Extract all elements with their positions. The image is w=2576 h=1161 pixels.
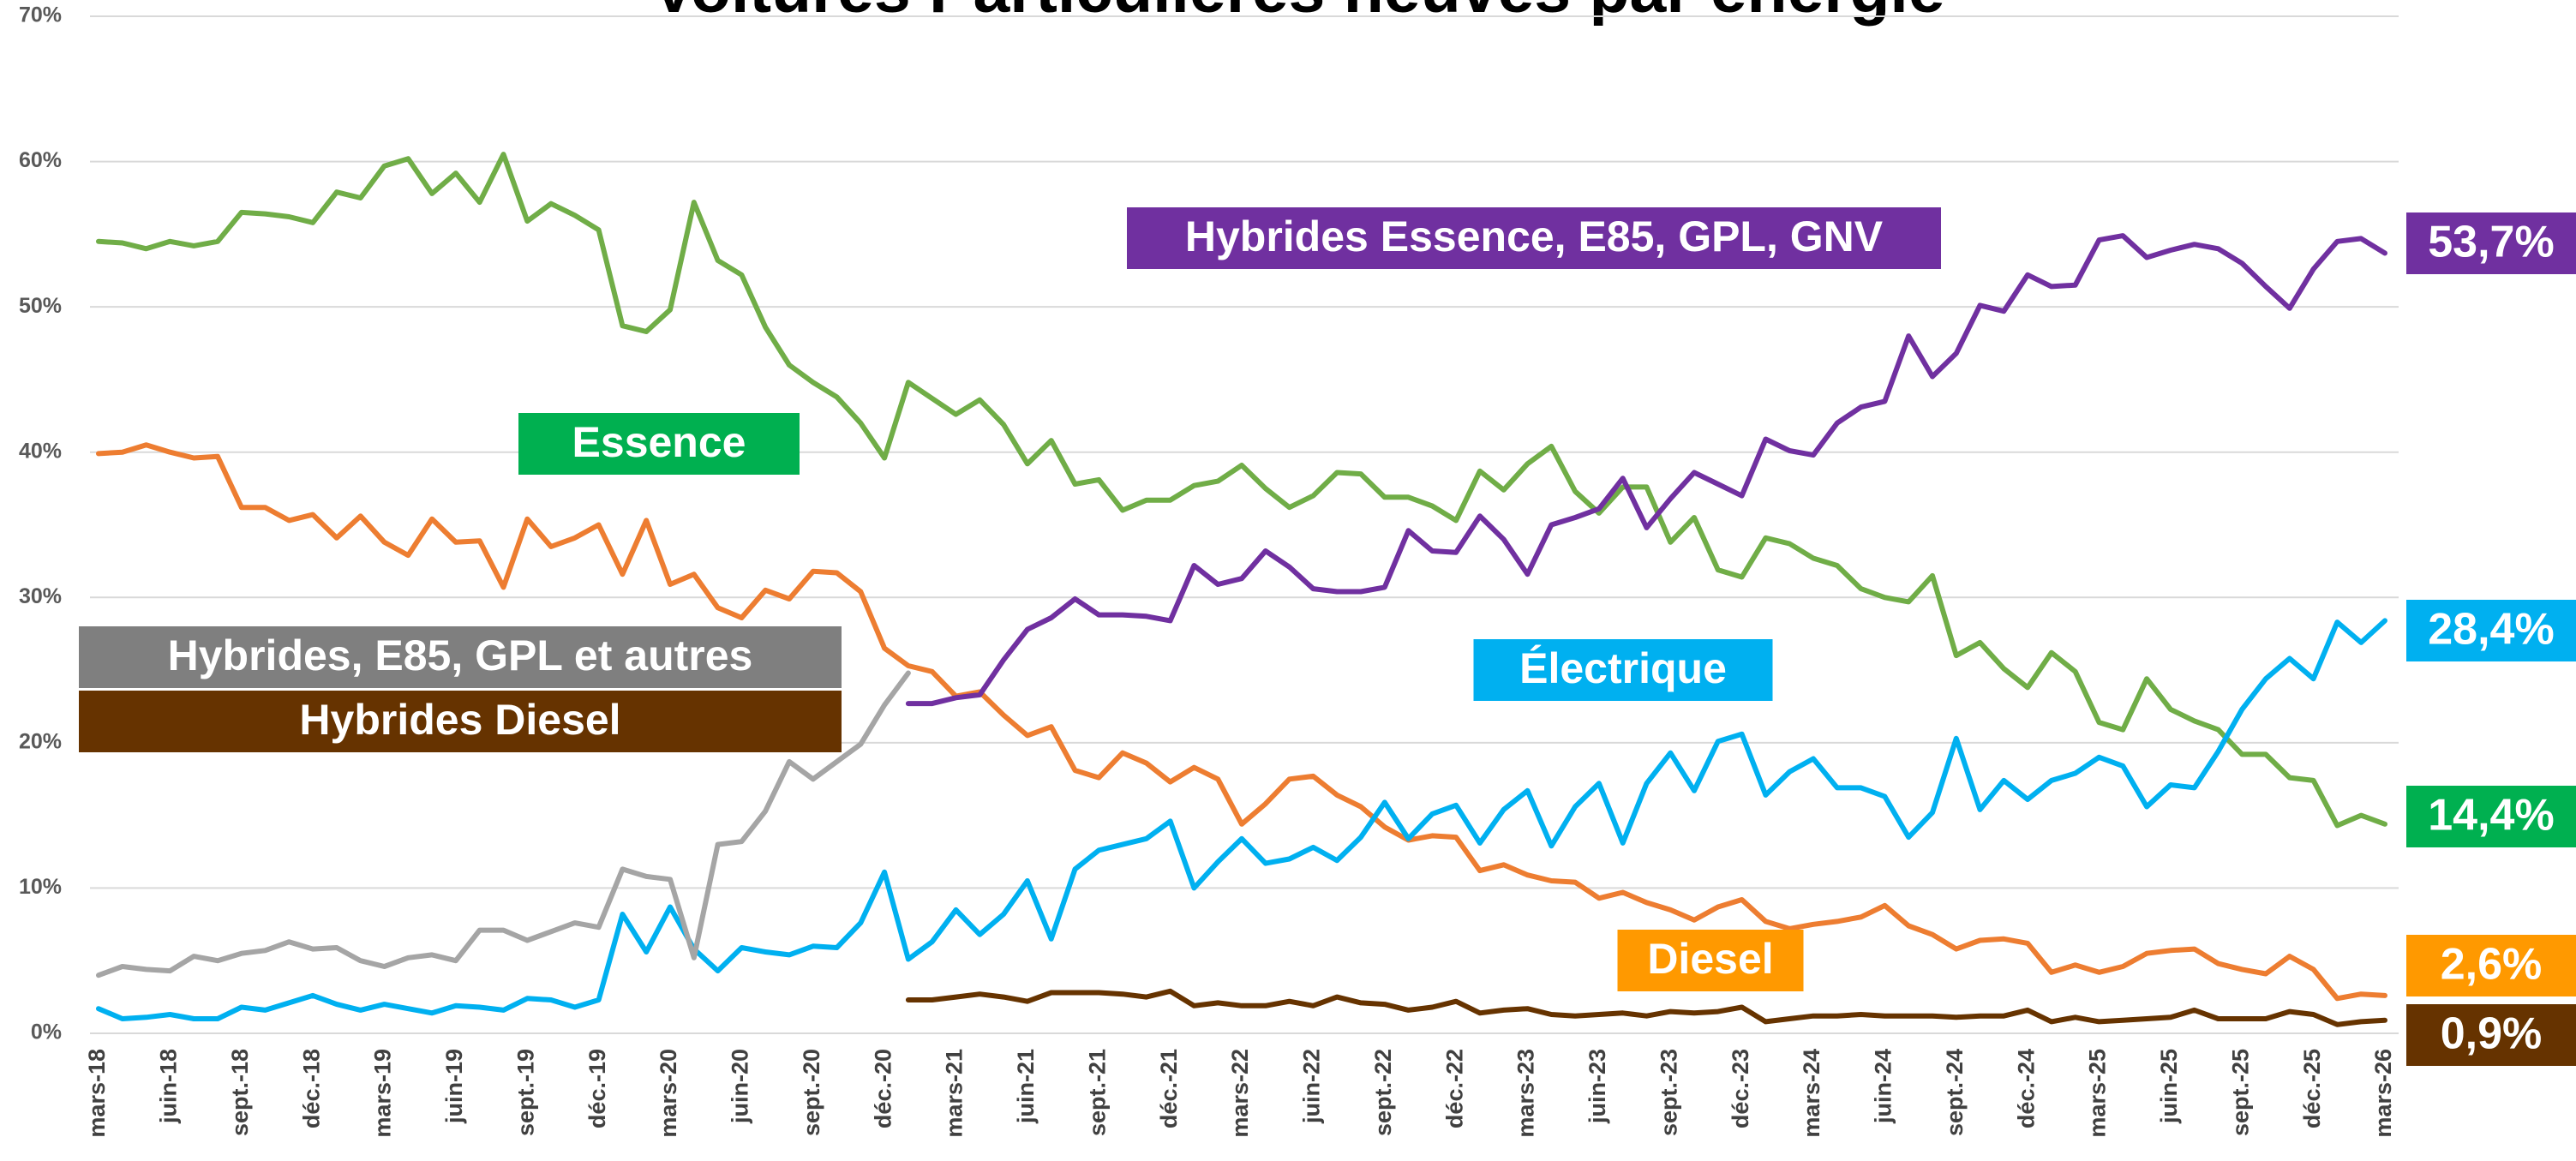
end-label-text: 14,4% [2428,791,2554,841]
x-tick-label: juin-21 [1013,1049,1039,1124]
x-tick-label: mars-25 [2085,1049,2111,1138]
series-label: Hybrides, E85, GPL et autres [79,626,842,688]
series-label-text: Hybrides Essence, E85, GPL, GNV [1185,212,1884,260]
end-label-box [2406,935,2576,996]
x-tick-label: déc.-25 [2299,1049,2325,1128]
x-tick-label: mars-24 [1799,1049,1824,1138]
end-label-text: 53,7% [2428,218,2554,267]
series-label: Diesel [1617,930,1804,991]
x-tick-label: juin-18 [156,1049,182,1124]
x-tick-label: juin-22 [1299,1049,1325,1124]
x-tick-label: déc.-24 [2013,1049,2039,1128]
x-tick-label: juin-19 [441,1049,467,1124]
end-label-box [2406,1004,2576,1066]
series-label-box [79,626,842,688]
series-line [96,670,911,978]
y-tick-label: 20% [19,729,62,753]
x-tick-label: sept.-23 [1656,1049,1681,1136]
x-tick-label: déc.-20 [870,1049,896,1128]
series-label-box [1127,207,1941,269]
series-label: Hybrides Diesel [79,691,842,752]
end-label: 53,7% [2406,212,2576,274]
y-tick-label: 0% [31,1020,62,1044]
series-line [96,618,2387,1021]
x-tick-label: mars-26 [2370,1049,2396,1138]
series-label-text: Électrique [1519,644,1727,692]
x-tick-label: sept.-25 [2227,1049,2253,1136]
x-tick-label: déc.-22 [1441,1049,1467,1128]
x-tick-label: déc.-18 [298,1049,324,1128]
end-label-box [2406,600,2576,661]
series-label: Hybrides Essence, E85, GPL, GNV [1127,207,1941,269]
series-label-text: Essence [572,418,746,466]
end-label-text: 0,9% [2441,1009,2543,1059]
x-tick-label: mars-20 [656,1049,681,1138]
series-label-box [1473,639,1773,701]
end-label-box [2406,786,2576,847]
x-tick-label: déc.-23 [1728,1049,1753,1128]
x-tick-label: mars-23 [1513,1049,1539,1138]
x-tick-label: mars-18 [84,1049,110,1138]
x-tick-label: juin-24 [1871,1049,1896,1124]
x-tick-label: déc.-19 [584,1049,610,1128]
end-label-text: 28,4% [2428,605,2554,655]
series-line [96,152,2387,829]
end-label: 28,4% [2406,600,2576,661]
series-label-text: Diesel [1647,935,1773,983]
series-label: Essence [518,413,800,475]
x-tick-label: déc.-21 [1156,1049,1182,1128]
end-label-text: 2,6% [2441,940,2543,990]
y-tick-label: 70% [19,3,62,27]
x-tick-label: sept.-18 [227,1049,253,1136]
end-label: 2,6% [2406,935,2576,996]
x-tick-label: sept.-21 [1084,1049,1110,1136]
y-tick-label: 40% [19,439,62,463]
series-label-text: Hybrides Diesel [299,696,620,744]
x-tick-label: juin-25 [2156,1049,2182,1124]
y-tick-label: 50% [19,294,62,318]
series-label-box [79,691,842,752]
series-label: Électrique [1473,639,1773,701]
x-tick-label: sept.-22 [1370,1049,1396,1136]
x-tick-label: mars-21 [942,1049,967,1138]
series-label-box [518,413,800,475]
end-label-box [2406,212,2576,274]
series-line [905,233,2387,707]
y-tick-label: 10% [19,875,62,899]
end-label: 14,4% [2406,786,2576,847]
end-label: 0,9% [2406,1004,2576,1066]
x-tick-label: sept.-19 [512,1049,538,1136]
x-tick-label: sept.-24 [1942,1049,1968,1136]
y-tick-label: 60% [19,148,62,172]
series-label-box [1617,930,1804,991]
y-tick-label: 30% [19,584,62,608]
series-line [905,988,2387,1027]
x-tick-label: mars-19 [370,1049,396,1138]
x-tick-label: juin-23 [1585,1049,1610,1124]
x-tick-label: mars-22 [1227,1049,1253,1138]
chart-title: Voitures Particulières neuves par énergi… [651,0,1944,27]
x-tick-label: sept.-20 [799,1049,824,1136]
series-line [96,442,2387,1002]
series-label-text: Hybrides, E85, GPL et autres [168,631,753,679]
x-tick-label: juin-20 [728,1049,753,1124]
